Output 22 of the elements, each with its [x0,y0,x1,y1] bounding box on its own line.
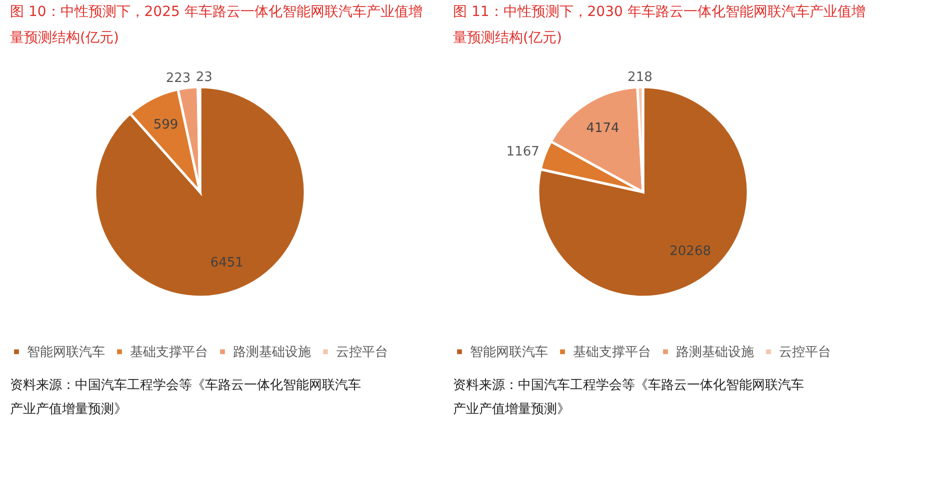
legend-label: 路测基础设施 [233,344,311,360]
data-label: 1167 [506,144,540,160]
data-label: 20268 [670,244,711,259]
pie-slice [536,86,750,298]
legend-label: 智能网联汽车 [470,344,548,360]
data-label: 599 [153,118,178,133]
text: 资料来源：中国汽车工程学会等《车路云一体化智能网联汽车产业产值增量预测》 [10,378,361,417]
legend-label: 基础支撑平台 [130,344,208,360]
text: 资料来源：中国汽车工程学会等《车路云一体化智能网联汽车产业产值增量预测》 [453,378,804,417]
data-label: 6451 [210,256,244,271]
legend-label: 智能网联汽车 [27,344,105,360]
data-label: 4174 [586,120,620,136]
legend-label: 路测基础设施 [676,344,754,360]
legend-label: 云控平台 [336,344,388,360]
legend-label: 基础支撑平台 [573,344,651,360]
legend-label: 云控平台 [779,344,831,360]
data-label: 23 [196,70,212,86]
chart-title: 图 10：中性预测下，2025 年车路云一体化智能网联汽车产业值增量预测结构(亿元) [10,4,422,46]
data-label: 218 [628,70,652,86]
data-label: 223 [166,70,191,86]
pie-slice [94,86,306,298]
chart-title: 图 11：中性预测下，2030 年车路云一体化智能网联汽车产业值增量预测结构(亿元) [453,4,866,46]
